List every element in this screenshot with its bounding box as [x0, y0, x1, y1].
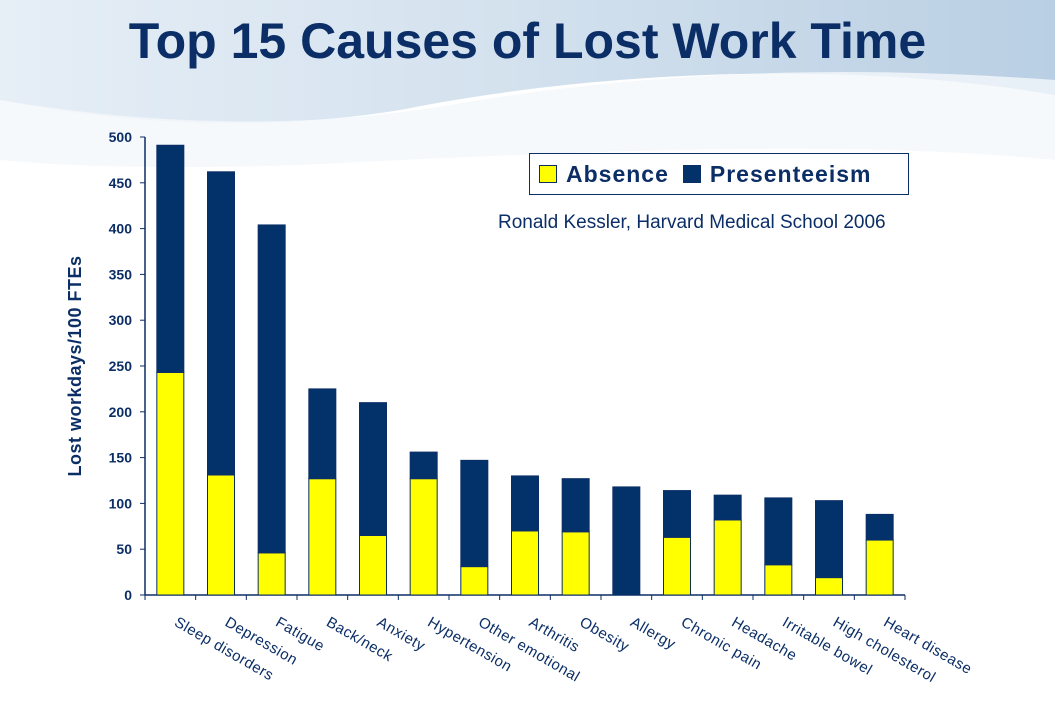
bar-presenteeism-chronic-pain: [663, 490, 691, 538]
x-axis: [144, 594, 906, 600]
bar-presenteeism-hypertension: [409, 451, 438, 480]
bar-absence-heart-disease: [865, 539, 894, 596]
bar-absence-hypertension: [409, 478, 438, 596]
bar-absence-chronic-pain: [663, 536, 691, 596]
bar-absence-fatigue: [257, 552, 286, 596]
category-label: Allergy: [627, 614, 678, 653]
bar-presenteeism-other-emotional: [460, 459, 489, 568]
legend-label-absence: Absence: [566, 160, 669, 187]
bar-absence-high-cholesterol: [815, 577, 843, 596]
bar-presenteeism-depression: [207, 171, 235, 476]
y-tick-label: 50: [116, 541, 132, 557]
bars: [156, 144, 894, 596]
y-tick-label: 200: [109, 404, 133, 420]
y-tick-label: 0: [124, 587, 132, 603]
legend-swatch-presenteeism: [682, 165, 701, 183]
y-tick-label: 150: [109, 450, 133, 466]
bar-absence-headache: [713, 519, 742, 596]
bar-absence-irritable-bowel: [764, 564, 793, 596]
legend-swatch-absence: [539, 165, 557, 183]
y-axis-label: Lost workdays/100 FTEs: [65, 255, 85, 476]
bar-absence-sleep-disorders: [156, 371, 185, 596]
bar-presenteeism-anxiety: [359, 402, 387, 536]
y-tick-label: 100: [109, 495, 133, 511]
y-tick-label: 450: [109, 175, 133, 191]
bar-presenteeism-sleep-disorders: [156, 144, 185, 373]
source-credit: Ronald Kessler, Harvard Medical School 2…: [498, 212, 886, 233]
bar-presenteeism-fatigue: [257, 224, 286, 554]
bar-presenteeism-obesity: [561, 478, 590, 533]
y-axis: 0 50 100 150 200 250 300 350 400 450 500: [109, 129, 146, 603]
y-tick-label: 400: [109, 221, 133, 237]
bar-presenteeism-back-neck: [308, 388, 337, 480]
bar-presenteeism-irritable-bowel: [764, 497, 793, 566]
y-tick-label: 350: [109, 266, 133, 282]
legend: Absence Presenteeism: [529, 153, 909, 195]
bar-presenteeism-arthritis: [511, 475, 539, 532]
legend-label-presenteeism: Presenteeism: [709, 160, 872, 187]
category-label: Obesity: [577, 614, 633, 656]
bar-presenteeism-heart-disease: [865, 513, 894, 541]
bar-absence-other-emotional: [460, 566, 489, 596]
bar-presenteeism-high-cholesterol: [815, 500, 843, 579]
y-tick-label: 250: [109, 358, 133, 374]
bar-absence-anxiety: [359, 534, 387, 596]
y-tick-label: 300: [109, 312, 133, 328]
bar-absence-arthritis: [511, 530, 539, 596]
y-tick-label: 500: [109, 129, 133, 145]
bar-presenteeism-headache: [713, 494, 742, 521]
bar-absence-obesity: [561, 531, 590, 596]
bar-presenteeism-allergy: [612, 486, 641, 596]
bar-absence-depression: [207, 474, 235, 596]
page-title: Top 15 Causes of Lost Work Time: [128, 13, 927, 69]
category-labels: Sleep disordersDepressionFatigueBack/nec…: [171, 614, 975, 687]
bar-absence-back-neck: [308, 478, 337, 596]
